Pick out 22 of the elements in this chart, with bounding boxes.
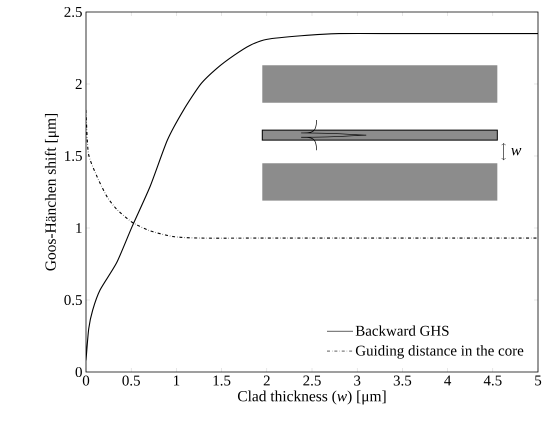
x-tick-label: 5 bbox=[535, 376, 542, 386]
legend-label: Guiding distance in the core bbox=[356, 345, 524, 359]
x-tick-label: 4.5 bbox=[484, 376, 502, 386]
y-tick-label: 2.5 bbox=[64, 6, 82, 18]
y-axis-title: Goos-Hänchen shift [μm] bbox=[44, 114, 59, 271]
x-tick-label: 3.5 bbox=[394, 376, 412, 386]
annotation: w bbox=[511, 148, 522, 156]
y-tick-label: 2 bbox=[76, 79, 82, 89]
x-tick-label: 2.5 bbox=[303, 376, 321, 386]
y-tick-label: 0 bbox=[76, 366, 82, 378]
y-tick-label: 1 bbox=[76, 223, 82, 233]
y-tick-label: 0.5 bbox=[64, 294, 82, 306]
x-tick-label: 0 bbox=[82, 376, 90, 386]
x-tick-label: 1 bbox=[174, 376, 180, 386]
x-tick-label: 2 bbox=[264, 376, 270, 386]
x-axis-title: Clad thickness (w) [μm] bbox=[238, 390, 386, 405]
x-tick-label: 1.5 bbox=[214, 376, 230, 386]
x-tick-label: 4 bbox=[444, 376, 452, 386]
y-tick-label: 1.5 bbox=[65, 150, 82, 162]
legend-label: Backward GHS bbox=[356, 325, 449, 336]
x-tick-label: 3 bbox=[354, 376, 360, 386]
x-tick-label: 0.5 bbox=[122, 376, 140, 386]
